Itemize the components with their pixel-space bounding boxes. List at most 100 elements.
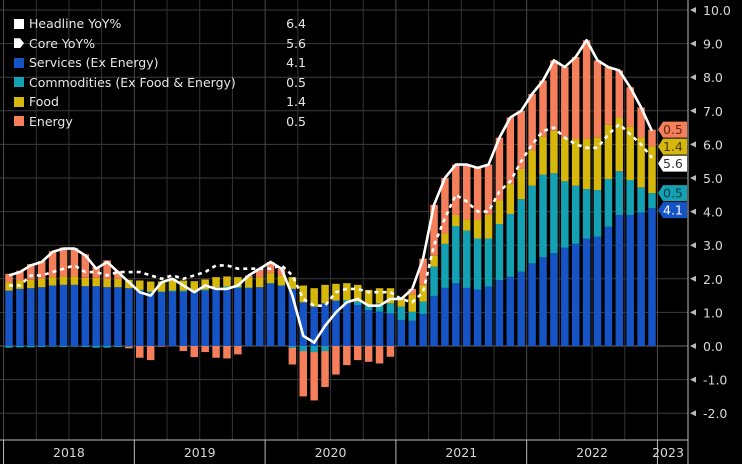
bar-food	[626, 126, 634, 181]
bar-services	[495, 280, 504, 346]
bar-energy	[299, 351, 308, 397]
bar-energy	[495, 137, 504, 201]
bar-energy	[539, 80, 547, 137]
bar-food	[136, 280, 144, 290]
bar-food	[27, 279, 35, 289]
bar-services	[201, 290, 209, 346]
bar-services	[375, 311, 384, 346]
y-tick-label: 1.0	[703, 305, 723, 320]
bar-food	[506, 184, 515, 214]
core-tag: 5.6	[658, 155, 687, 172]
x-tick-label: 2021	[445, 445, 477, 460]
bar-energy	[375, 346, 384, 364]
bar-commodities	[582, 189, 591, 239]
bar-services	[593, 236, 602, 346]
tick-marker	[690, 275, 696, 282]
bar-energy	[430, 204, 438, 256]
bar-food	[561, 137, 569, 182]
bar-services	[48, 285, 57, 346]
legend-item-energy: Energy 0.5	[14, 112, 314, 132]
bar-services	[245, 288, 253, 346]
bar-services	[539, 257, 547, 346]
legend-label: Headline YoY%	[29, 16, 122, 32]
bar-services	[223, 288, 231, 346]
y-tick-label: 6.0	[703, 137, 723, 152]
bar-commodities	[245, 287, 253, 289]
bar-services	[484, 286, 493, 346]
tag-value: 0.5	[663, 122, 683, 137]
bar-services	[517, 271, 525, 346]
bar-commodities	[16, 346, 24, 348]
bar-services	[550, 253, 558, 346]
bar-food	[528, 150, 536, 186]
bar-services	[343, 303, 351, 346]
y-tick-label: 5.0	[703, 171, 723, 186]
bar-energy	[561, 67, 569, 138]
tick-marker	[690, 208, 696, 215]
bar-commodities	[561, 181, 569, 248]
bar-energy	[201, 346, 209, 353]
bar-energy	[223, 346, 231, 359]
tag-shape	[658, 121, 687, 138]
bar-commodities	[626, 180, 634, 215]
bar-energy	[114, 271, 122, 279]
y-tick-label: 4.0	[703, 205, 723, 220]
bar-services	[157, 292, 166, 346]
bar-food	[604, 124, 613, 180]
bar-commodities	[648, 193, 656, 209]
bar-commodities	[168, 290, 177, 292]
bar-food	[484, 214, 493, 239]
bar-commodities	[615, 171, 624, 215]
bars	[5, 40, 656, 401]
bar-food	[419, 284, 427, 302]
bar-energy	[506, 117, 515, 185]
core-line	[9, 122, 654, 308]
bar-energy	[310, 352, 318, 401]
bar-services	[364, 310, 373, 346]
bar-food	[37, 278, 46, 288]
bar-energy	[70, 247, 79, 277]
bar-food	[397, 297, 406, 307]
bar-services	[637, 212, 645, 346]
bar-energy	[5, 273, 13, 283]
bar-food	[92, 277, 100, 287]
y-tick-label: 2.0	[703, 272, 723, 287]
bar-food	[593, 137, 602, 191]
bar-food	[125, 279, 133, 289]
commodities-swatch	[14, 77, 24, 88]
services-swatch	[14, 57, 24, 68]
legend-value: 4.1	[286, 55, 306, 71]
tick-marker	[690, 40, 696, 47]
bar-food	[212, 277, 220, 288]
bar-energy	[92, 267, 100, 278]
bar-services	[277, 285, 286, 346]
bar-services	[528, 263, 536, 346]
bar-services	[310, 306, 318, 346]
tag-value: 4.1	[663, 203, 683, 218]
tag-value: 0.5	[663, 186, 683, 201]
legend-item-headline: Headline YoY% 6.4	[14, 14, 314, 34]
bar-energy	[157, 346, 166, 347]
bar-commodities	[364, 305, 373, 311]
bar-food	[146, 281, 155, 292]
bar-food	[539, 136, 547, 175]
bar-energy	[517, 110, 525, 169]
bar-services	[168, 291, 177, 346]
bar-commodities	[157, 291, 166, 293]
bar-food	[223, 276, 231, 287]
bar-services	[386, 313, 395, 346]
bar-commodities	[103, 346, 111, 348]
bar-energy	[255, 268, 264, 278]
bar-food	[299, 285, 308, 303]
bar-commodities	[299, 346, 308, 352]
y-tick-label: 9.0	[703, 37, 723, 52]
bar-food	[190, 281, 199, 292]
core-swatch	[14, 38, 24, 49]
bar-services	[190, 292, 199, 346]
bar-food	[386, 288, 395, 304]
bar-food	[103, 278, 111, 288]
bar-food	[462, 219, 471, 231]
bar-services	[103, 287, 111, 346]
bar-food	[615, 117, 624, 172]
